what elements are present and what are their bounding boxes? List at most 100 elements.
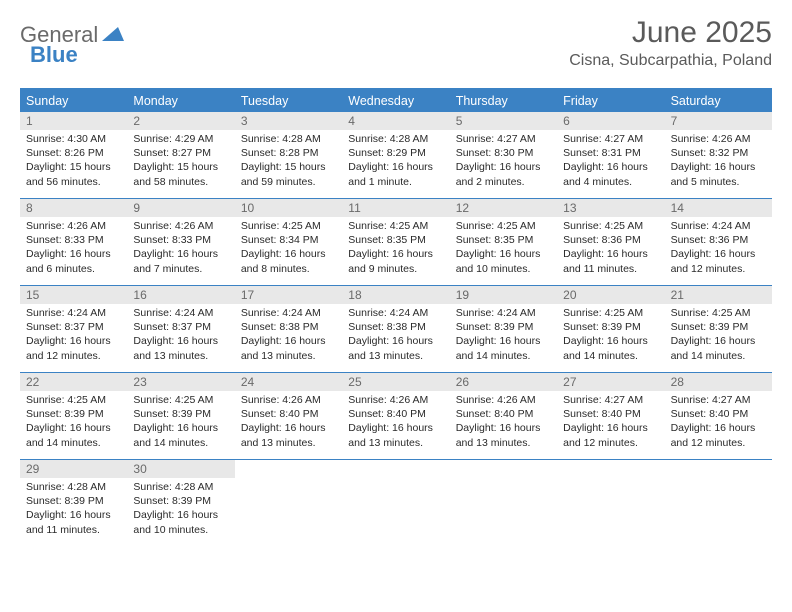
sunrise-text: Sunrise: 4:26 AM bbox=[671, 132, 766, 146]
day-number: 12 bbox=[450, 199, 557, 217]
sunrise-text: Sunrise: 4:25 AM bbox=[563, 306, 658, 320]
day-number: 15 bbox=[20, 286, 127, 304]
sunset-text: Sunset: 8:39 PM bbox=[456, 320, 551, 334]
daylight-text: Daylight: 16 hours and 14 minutes. bbox=[671, 334, 766, 362]
sunset-text: Sunset: 8:26 PM bbox=[26, 146, 121, 160]
dow-monday: Monday bbox=[127, 90, 234, 112]
day-number: 28 bbox=[665, 373, 772, 391]
day-number: 23 bbox=[127, 373, 234, 391]
day-number: 21 bbox=[665, 286, 772, 304]
day-cell: 18Sunrise: 4:24 AMSunset: 8:38 PMDayligh… bbox=[342, 286, 449, 372]
sunrise-text: Sunrise: 4:24 AM bbox=[26, 306, 121, 320]
day-cell: 16Sunrise: 4:24 AMSunset: 8:37 PMDayligh… bbox=[127, 286, 234, 372]
day-cell: 9Sunrise: 4:26 AMSunset: 8:33 PMDaylight… bbox=[127, 199, 234, 285]
location: Cisna, Subcarpathia, Poland bbox=[569, 52, 772, 70]
logo-text-blue: Blue bbox=[30, 42, 78, 67]
day-cell: 12Sunrise: 4:25 AMSunset: 8:35 PMDayligh… bbox=[450, 199, 557, 285]
week-row: 22Sunrise: 4:25 AMSunset: 8:39 PMDayligh… bbox=[20, 373, 772, 460]
day-number: 27 bbox=[557, 373, 664, 391]
daylight-text: Daylight: 16 hours and 11 minutes. bbox=[563, 247, 658, 275]
day-body: Sunrise: 4:24 AMSunset: 8:39 PMDaylight:… bbox=[450, 304, 557, 367]
day-number: 11 bbox=[342, 199, 449, 217]
day-cell: 2Sunrise: 4:29 AMSunset: 8:27 PMDaylight… bbox=[127, 112, 234, 198]
day-number: 6 bbox=[557, 112, 664, 130]
daylight-text: Daylight: 16 hours and 11 minutes. bbox=[26, 508, 121, 536]
weeks-container: 1Sunrise: 4:30 AMSunset: 8:26 PMDaylight… bbox=[20, 112, 772, 546]
day-number: 13 bbox=[557, 199, 664, 217]
day-cell: 4Sunrise: 4:28 AMSunset: 8:29 PMDaylight… bbox=[342, 112, 449, 198]
sunset-text: Sunset: 8:30 PM bbox=[456, 146, 551, 160]
day-body: Sunrise: 4:26 AMSunset: 8:32 PMDaylight:… bbox=[665, 130, 772, 193]
sunset-text: Sunset: 8:39 PM bbox=[671, 320, 766, 334]
day-cell: 25Sunrise: 4:26 AMSunset: 8:40 PMDayligh… bbox=[342, 373, 449, 459]
sunset-text: Sunset: 8:37 PM bbox=[26, 320, 121, 334]
daylight-text: Daylight: 16 hours and 1 minute. bbox=[348, 160, 443, 188]
day-number: 16 bbox=[127, 286, 234, 304]
sunrise-text: Sunrise: 4:24 AM bbox=[241, 306, 336, 320]
day-number: 30 bbox=[127, 460, 234, 478]
day-number: 4 bbox=[342, 112, 449, 130]
sunrise-text: Sunrise: 4:24 AM bbox=[133, 306, 228, 320]
day-cell: 21 Sunrise: 4:25 AMSunset: 8:39 PMDayligh… bbox=[665, 286, 772, 372]
day-number: 5 bbox=[450, 112, 557, 130]
sunrise-text: Sunrise: 4:26 AM bbox=[241, 393, 336, 407]
day-body: Sunrise: 4:24 AMSunset: 8:37 PMDaylight:… bbox=[127, 304, 234, 367]
sunset-text: Sunset: 8:40 PM bbox=[348, 407, 443, 421]
day-cell: 11Sunrise: 4:25 AMSunset: 8:35 PMDayligh… bbox=[342, 199, 449, 285]
sunrise-text: Sunrise: 4:27 AM bbox=[671, 393, 766, 407]
daylight-text: Daylight: 16 hours and 12 minutes. bbox=[26, 334, 121, 362]
daylight-text: Daylight: 16 hours and 12 minutes. bbox=[563, 421, 658, 449]
day-number: 8 bbox=[20, 199, 127, 217]
day-number: 24 bbox=[235, 373, 342, 391]
day-body: Sunrise: 4:28 AMSunset: 8:28 PMDaylight:… bbox=[235, 130, 342, 193]
day-cell: 7Sunrise: 4:26 AMSunset: 8:32 PMDaylight… bbox=[665, 112, 772, 198]
sunrise-text: Sunrise: 4:24 AM bbox=[348, 306, 443, 320]
sunrise-text: Sunrise: 4:26 AM bbox=[26, 219, 121, 233]
sunset-text: Sunset: 8:40 PM bbox=[671, 407, 766, 421]
daylight-text: Daylight: 16 hours and 14 minutes. bbox=[563, 334, 658, 362]
sunset-text: Sunset: 8:33 PM bbox=[26, 233, 121, 247]
triangle-icon bbox=[102, 25, 124, 46]
day-cell: 3Sunrise: 4:28 AMSunset: 8:28 PMDaylight… bbox=[235, 112, 342, 198]
day-number: 26 bbox=[450, 373, 557, 391]
dow-wednesday: Wednesday bbox=[342, 90, 449, 112]
day-number: 17 bbox=[235, 286, 342, 304]
day-cell: 10Sunrise: 4:25 AMSunset: 8:34 PMDayligh… bbox=[235, 199, 342, 285]
daylight-text: Daylight: 16 hours and 7 minutes. bbox=[133, 247, 228, 275]
day-cell: 26Sunrise: 4:26 AMSunset: 8:40 PMDayligh… bbox=[450, 373, 557, 459]
daylight-text: Daylight: 16 hours and 12 minutes. bbox=[671, 247, 766, 275]
day-body: Sunrise: 4:26 AMSunset: 8:40 PMDaylight:… bbox=[450, 391, 557, 454]
week-row: 8Sunrise: 4:26 AMSunset: 8:33 PMDaylight… bbox=[20, 199, 772, 286]
sunrise-text: Sunrise: 4:25 AM bbox=[671, 306, 766, 320]
day-body: Sunrise: 4:25 AMSunset: 8:39 PMDaylight:… bbox=[557, 304, 664, 367]
sunrise-text: Sunrise: 4:25 AM bbox=[348, 219, 443, 233]
sunset-text: Sunset: 8:32 PM bbox=[671, 146, 766, 160]
day-cell: 14Sunrise: 4:24 AMSunset: 8:36 PMDayligh… bbox=[665, 199, 772, 285]
daylight-text: Daylight: 16 hours and 13 minutes. bbox=[348, 421, 443, 449]
day-number: 2 bbox=[127, 112, 234, 130]
sunset-text: Sunset: 8:38 PM bbox=[348, 320, 443, 334]
title-block: June 2025 Cisna, Subcarpathia, Poland bbox=[569, 16, 772, 70]
daylight-text: Daylight: 15 hours and 59 minutes. bbox=[241, 160, 336, 188]
logo-blue-line: Blue bbox=[30, 42, 78, 68]
day-number: 20 bbox=[557, 286, 664, 304]
sunset-text: Sunset: 8:33 PM bbox=[133, 233, 228, 247]
week-row: 29Sunrise: 4:28 AMSunset: 8:39 PMDayligh… bbox=[20, 460, 772, 546]
day-body: Sunrise: 4:25 AMSunset: 8:39 PMDaylight:… bbox=[20, 391, 127, 454]
day-body: Sunrise: 4:25 AMSunset: 8:36 PMDaylight:… bbox=[557, 217, 664, 280]
day-cell: 8Sunrise: 4:26 AMSunset: 8:33 PMDaylight… bbox=[20, 199, 127, 285]
day-number: 29 bbox=[20, 460, 127, 478]
day-number: 7 bbox=[665, 112, 772, 130]
day-cell: 20Sunrise: 4:25 AMSunset: 8:39 PMDayligh… bbox=[557, 286, 664, 372]
day-body: Sunrise: 4:26 AMSunset: 8:40 PMDaylight:… bbox=[235, 391, 342, 454]
dow-saturday: Saturday bbox=[665, 90, 772, 112]
sunrise-text: Sunrise: 4:26 AM bbox=[456, 393, 551, 407]
daylight-text: Daylight: 16 hours and 13 minutes. bbox=[348, 334, 443, 362]
daylight-text: Daylight: 16 hours and 10 minutes. bbox=[133, 508, 228, 536]
daylight-text: Daylight: 16 hours and 8 minutes. bbox=[241, 247, 336, 275]
dow-thursday: Thursday bbox=[450, 90, 557, 112]
day-cell: 6Sunrise: 4:27 AMSunset: 8:31 PMDaylight… bbox=[557, 112, 664, 198]
sunset-text: Sunset: 8:40 PM bbox=[241, 407, 336, 421]
day-body: Sunrise: 4:27 AMSunset: 8:31 PMDaylight:… bbox=[557, 130, 664, 193]
sunrise-text: Sunrise: 4:25 AM bbox=[456, 219, 551, 233]
